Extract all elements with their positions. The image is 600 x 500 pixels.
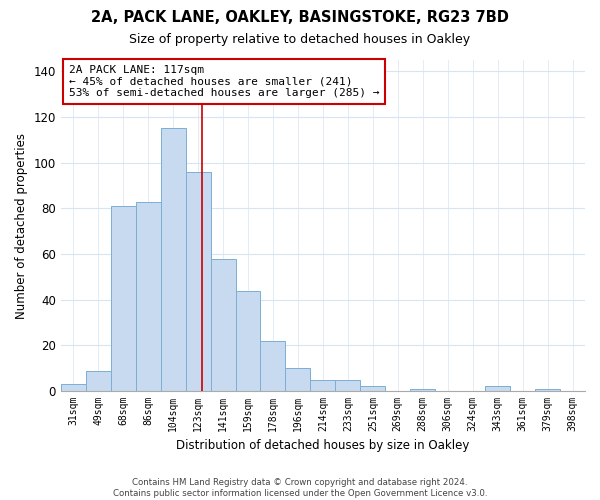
Bar bbox=[485, 386, 510, 391]
Bar bbox=[335, 380, 361, 391]
Bar bbox=[236, 290, 260, 391]
Text: Size of property relative to detached houses in Oakley: Size of property relative to detached ho… bbox=[130, 32, 470, 46]
X-axis label: Distribution of detached houses by size in Oakley: Distribution of detached houses by size … bbox=[176, 440, 470, 452]
Text: 2A, PACK LANE, OAKLEY, BASINGSTOKE, RG23 7BD: 2A, PACK LANE, OAKLEY, BASINGSTOKE, RG23… bbox=[91, 10, 509, 25]
Bar bbox=[211, 258, 236, 391]
Bar bbox=[61, 384, 86, 391]
Y-axis label: Number of detached properties: Number of detached properties bbox=[15, 132, 28, 318]
Bar bbox=[410, 389, 435, 391]
Bar bbox=[310, 380, 335, 391]
Bar bbox=[86, 370, 111, 391]
Text: Contains HM Land Registry data © Crown copyright and database right 2024.
Contai: Contains HM Land Registry data © Crown c… bbox=[113, 478, 487, 498]
Bar bbox=[111, 206, 136, 391]
Bar bbox=[361, 386, 385, 391]
Bar bbox=[535, 389, 560, 391]
Bar bbox=[260, 341, 286, 391]
Bar bbox=[286, 368, 310, 391]
Bar bbox=[185, 172, 211, 391]
Bar bbox=[136, 202, 161, 391]
Text: 2A PACK LANE: 117sqm
← 45% of detached houses are smaller (241)
53% of semi-deta: 2A PACK LANE: 117sqm ← 45% of detached h… bbox=[68, 65, 379, 98]
Bar bbox=[161, 128, 185, 391]
